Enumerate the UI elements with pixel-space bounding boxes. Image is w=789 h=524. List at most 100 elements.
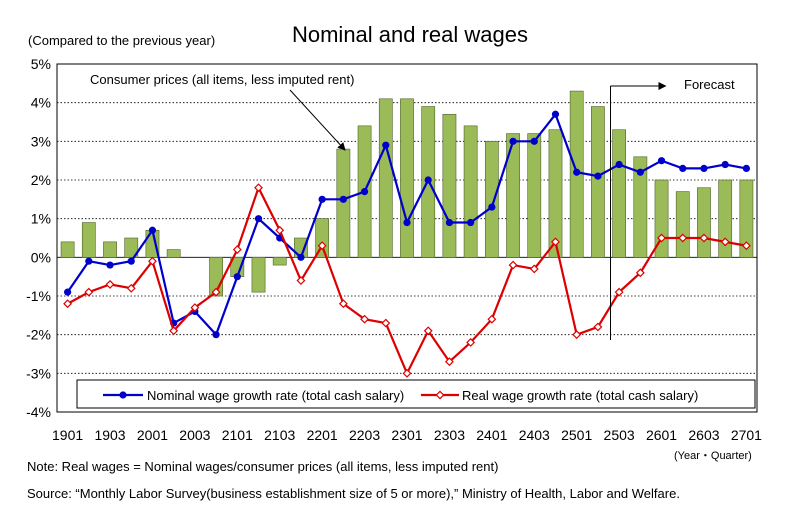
forecast-label: Forecast	[684, 77, 735, 92]
cpi-bar	[124, 237, 139, 258]
cpi-bar	[166, 249, 181, 258]
axes	[56, 63, 758, 413]
nominal-wage-point	[127, 257, 135, 265]
real-wage-point	[148, 256, 157, 266]
series-lines	[63, 110, 751, 378]
real-wage-point	[317, 241, 327, 251]
x-tick-label: 2103	[264, 427, 295, 443]
x-tick-label: 2501	[561, 427, 592, 443]
nominal-wage-point	[233, 273, 241, 281]
x-tick-label: 1901	[52, 427, 83, 443]
tick-labels: 5% 4% 3% 2% 1% 0% -1% -2% -3% -4%1901 1903 2001 2003…	[26, 56, 762, 443]
real-wage-point	[105, 279, 115, 289]
x-tick-label: 2603	[688, 427, 719, 443]
real-wage-point	[381, 318, 391, 328]
cpi-bar	[272, 257, 287, 266]
nominal-wage-point	[148, 226, 157, 234]
cpi-bar	[612, 129, 626, 258]
real-wage-point	[211, 287, 221, 297]
y-tick-label: -3%	[26, 365, 51, 381]
cpi-bar	[336, 148, 351, 258]
nominal-wage-point	[467, 218, 475, 227]
cpi-bar	[527, 133, 542, 258]
x-tick-label: 2403	[519, 427, 550, 443]
real-wage-point	[296, 276, 306, 285]
real-wage-point	[84, 287, 94, 297]
legend: Nominal wage growth rate (total cash sal…	[76, 379, 756, 409]
real-wage-point	[63, 299, 73, 309]
nominal-wage-point	[551, 110, 560, 118]
x-tick-label: 2503	[604, 427, 635, 443]
real-wage-point	[508, 260, 518, 270]
real-wage-point	[466, 337, 476, 347]
cpi-bar	[378, 98, 393, 258]
x-axis-unit-label: (Year・Quarter)	[674, 450, 752, 462]
x-tick-label: 2303	[434, 427, 465, 443]
nominal-wage-point	[742, 164, 750, 172]
nominal-wage-point	[424, 176, 432, 184]
y-tick-label: 2%	[31, 172, 51, 188]
nominal-wage-point	[85, 257, 93, 265]
cpi-bar	[463, 125, 478, 258]
cpi-bar	[400, 98, 414, 258]
nominal-wage-point	[212, 331, 220, 339]
y-tick-label: -2%	[26, 327, 51, 343]
nominal-wage-point	[679, 164, 687, 172]
cpi-bar	[60, 241, 75, 258]
real-wage-point	[360, 314, 370, 324]
cpi-bar	[697, 187, 711, 258]
legend-nominal-label: Nominal wage growth rate (total cash sal…	[147, 388, 404, 403]
y-axis-unit-label: (Compared to the previous year)	[28, 33, 216, 48]
plot-frame	[56, 63, 758, 413]
nominal-wage-point	[530, 137, 538, 145]
cpi-bars	[60, 90, 754, 297]
nominal-wage-point	[657, 157, 666, 165]
real-wage-point	[529, 264, 539, 274]
nominal-wage-point	[488, 203, 496, 211]
nominal-wage-point	[636, 168, 644, 176]
cpi-bar	[484, 141, 499, 258]
nominal-wage-point	[700, 164, 708, 172]
real-wage-point	[275, 225, 285, 235]
y-tick-label: -4%	[26, 404, 51, 420]
real-wage-point	[572, 330, 582, 340]
nominal-wage-point	[318, 195, 326, 203]
real-wage-point	[635, 268, 645, 278]
x-tick-label: 1903	[94, 427, 125, 443]
cpi-bar	[739, 179, 754, 258]
real-wage-point	[614, 287, 624, 297]
cpi-bar	[548, 129, 563, 258]
x-tick-label: 2101	[222, 427, 253, 443]
real-wage-point	[720, 237, 730, 247]
nominal-wage-point	[615, 160, 623, 169]
legend-real-label: Real wage growth rate (total cash salary…	[462, 388, 698, 403]
cpi-bar	[506, 133, 520, 258]
real-wage-point	[551, 237, 560, 247]
legend-box	[76, 379, 756, 409]
cpi-bar	[591, 106, 605, 258]
real-wage-point	[741, 241, 751, 251]
nominal-wage-point	[254, 215, 263, 223]
y-tick-label: 0%	[31, 249, 51, 265]
chart-note: Note: Real wages = Nominal wages/consume…	[27, 459, 499, 474]
x-tick-label: 2201	[307, 427, 338, 443]
nominal-wage-point	[573, 168, 581, 176]
real-wage-point	[699, 233, 709, 243]
real-wage-point	[169, 326, 179, 336]
real-wage-point	[126, 283, 136, 293]
legend-real-swatch-marker	[435, 390, 445, 400]
cpi-bar	[81, 222, 96, 258]
nominal-wage-point	[106, 261, 114, 269]
real-wage-point	[678, 233, 688, 243]
real-wage-point	[254, 183, 263, 193]
x-tick-label: 2701	[731, 427, 762, 443]
cpi-arrow	[289, 89, 346, 151]
real-wage-point	[338, 299, 348, 309]
x-tick-label: 2301	[391, 427, 422, 443]
real-wage-point	[444, 357, 454, 367]
cpi-bar	[718, 179, 733, 258]
nominal-wage-point	[360, 188, 369, 196]
y-tick-label: 3%	[31, 133, 51, 149]
chart-title: Nominal and real wages	[291, 22, 529, 47]
